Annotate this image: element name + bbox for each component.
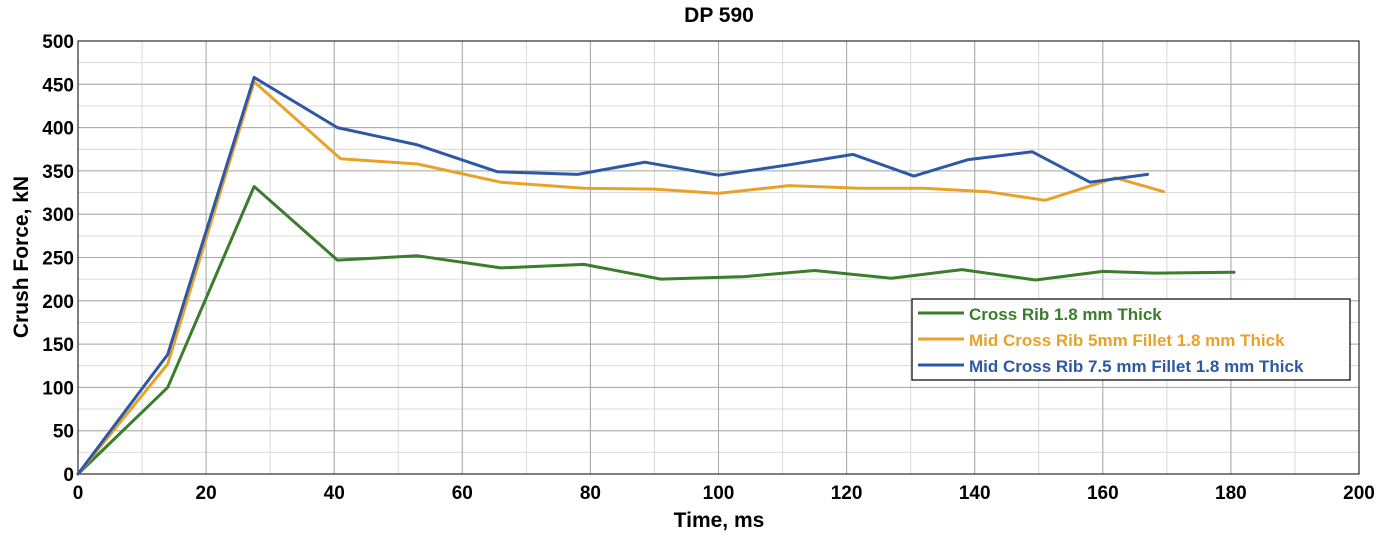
legend-box	[911, 298, 1351, 381]
y-tick-label: 450	[42, 75, 74, 96]
legend: Cross Rib 1.8 mm Thick Mid Cross Rib 5mm …	[911, 298, 1351, 381]
major-gridlines	[77, 40, 1360, 475]
series-line-2	[76, 80, 1166, 476]
y-tick-label: 300	[42, 205, 74, 226]
y-tick-label: 150	[42, 335, 74, 356]
x-tick-label: 0	[73, 483, 84, 504]
legend-label-2: Mid Cross Rib 5mm Fillet 1.8 mm Thick	[969, 331, 1285, 350]
x-tick-label: 140	[959, 483, 991, 504]
y-tick-label: 50	[53, 422, 74, 443]
x-tick-label: 80	[580, 483, 601, 504]
legend-label-1: Cross Rib 1.8 mm Thick	[969, 305, 1162, 324]
y-tick-label: 0	[63, 465, 74, 486]
y-tick-label: 350	[42, 162, 74, 183]
x-tick-label: 40	[324, 483, 345, 504]
x-tick-label: 180	[1215, 483, 1247, 504]
y-axis-label: Crush Force, kN	[10, 176, 33, 338]
x-axis-label: Time, ms	[674, 509, 765, 532]
x-tick-label: 100	[703, 483, 735, 504]
y-tick-label: 500	[42, 32, 74, 53]
x-tick-label: 200	[1343, 483, 1375, 504]
series-line-3	[76, 75, 1150, 476]
plot-area-frame	[77, 40, 1360, 475]
x-tick-label: 120	[831, 483, 863, 504]
y-tick-label: 100	[42, 378, 74, 399]
x-axis-tick-labels: 0 20 40 60 80 100 120 140 160 180 200	[73, 483, 1375, 504]
chart-title: DP 590	[684, 4, 754, 27]
series-line-1	[76, 185, 1236, 476]
x-tick-label: 60	[452, 483, 473, 504]
y-tick-label: 250	[42, 249, 74, 270]
y-tick-label: 200	[42, 292, 74, 313]
x-tick-label: 160	[1087, 483, 1119, 504]
y-axis-tick-labels: 0 50 100 150 200 250 300 350 400 450 500	[42, 32, 74, 486]
x-tick-label: 20	[196, 483, 217, 504]
legend-label-3: Mid Cross Rib 7.5 mm Fillet 1.8 mm Thick	[969, 357, 1304, 376]
y-tick-label: 400	[42, 119, 74, 140]
series-layer	[76, 75, 1236, 476]
